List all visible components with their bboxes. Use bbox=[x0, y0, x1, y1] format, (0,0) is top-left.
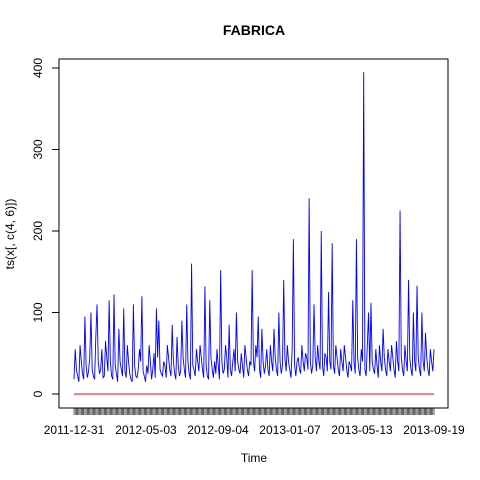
chart-title: FABRICA bbox=[223, 22, 285, 38]
y-axis: 0 100 200 300 400 bbox=[31, 58, 60, 397]
x-tick-label: 2013-01-07 bbox=[259, 423, 321, 437]
y-tick-label: 200 bbox=[31, 221, 45, 241]
y-tick-label: 0 bbox=[31, 390, 45, 397]
x-tick-label: 2012-05-03 bbox=[115, 423, 177, 437]
x-tick-label: 2012-09-04 bbox=[187, 423, 249, 437]
y-tick-label: 300 bbox=[31, 139, 45, 159]
y-axis-label: ts(x[, c(4, 6)]) bbox=[3, 199, 17, 270]
x-tick-label: 2011-12-31 bbox=[44, 423, 105, 437]
x-tick-label: 2013-09-19 bbox=[403, 423, 465, 437]
y-tick-label: 400 bbox=[31, 58, 45, 78]
series-line-1 bbox=[73, 72, 435, 382]
y-tick-label: 100 bbox=[31, 302, 45, 322]
series-group bbox=[73, 72, 435, 395]
x-axis: 2011-12-31 2012-05-03 2012-09-04 2013-01-07… bbox=[44, 407, 465, 437]
x-axis-label: Time bbox=[241, 451, 268, 465]
x-tick-label: 2013-05-13 bbox=[331, 423, 393, 437]
